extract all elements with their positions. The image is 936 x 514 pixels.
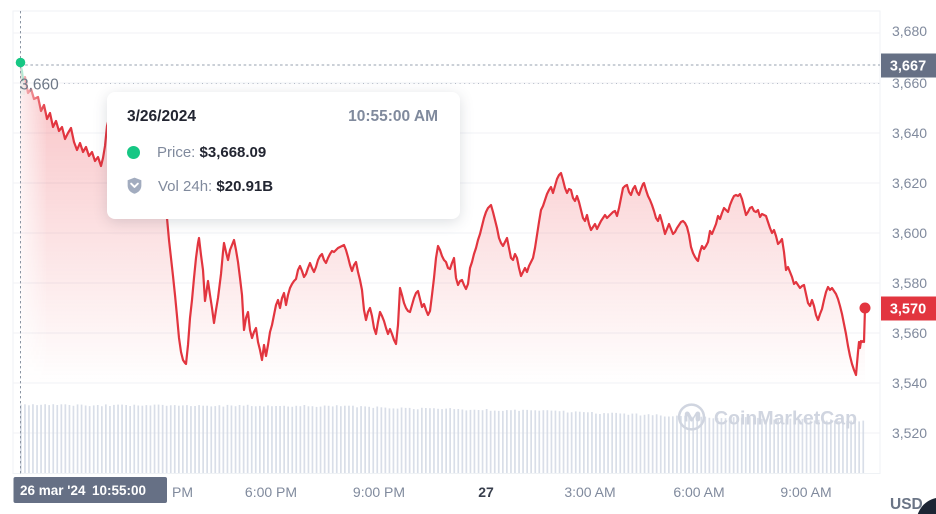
svg-text:9:00 AM: 9:00 AM <box>780 484 831 500</box>
svg-text:3,620: 3,620 <box>892 175 927 191</box>
svg-text:6:00 AM: 6:00 AM <box>673 484 724 500</box>
svg-text:USD: USD <box>890 496 923 513</box>
svg-text:6:00 PM: 6:00 PM <box>245 484 297 500</box>
svg-text:3,600: 3,600 <box>892 225 927 241</box>
svg-text:PM: PM <box>172 484 193 500</box>
svg-text:3,640: 3,640 <box>892 125 927 141</box>
svg-text:3:00 AM: 3:00 AM <box>564 484 615 500</box>
svg-text:3,560: 3,560 <box>892 325 927 341</box>
svg-text:3,540: 3,540 <box>892 375 927 391</box>
svg-text:CoinMarketCap: CoinMarketCap <box>714 408 857 430</box>
svg-text:27: 27 <box>478 484 494 500</box>
svg-text:3,520: 3,520 <box>892 425 927 441</box>
svg-text:26 mar '24: 26 mar '24 <box>20 483 86 498</box>
svg-text:10:55:00: 10:55:00 <box>92 483 146 498</box>
svg-text:3,680: 3,680 <box>892 23 927 39</box>
svg-text:3,667: 3,667 <box>890 59 926 75</box>
svg-text:3,660: 3,660 <box>20 77 59 94</box>
svg-text:3,660: 3,660 <box>892 75 927 91</box>
svg-text:3,570: 3,570 <box>890 302 926 318</box>
svg-text:9:00 PM: 9:00 PM <box>353 484 405 500</box>
svg-text:3,580: 3,580 <box>892 275 927 291</box>
